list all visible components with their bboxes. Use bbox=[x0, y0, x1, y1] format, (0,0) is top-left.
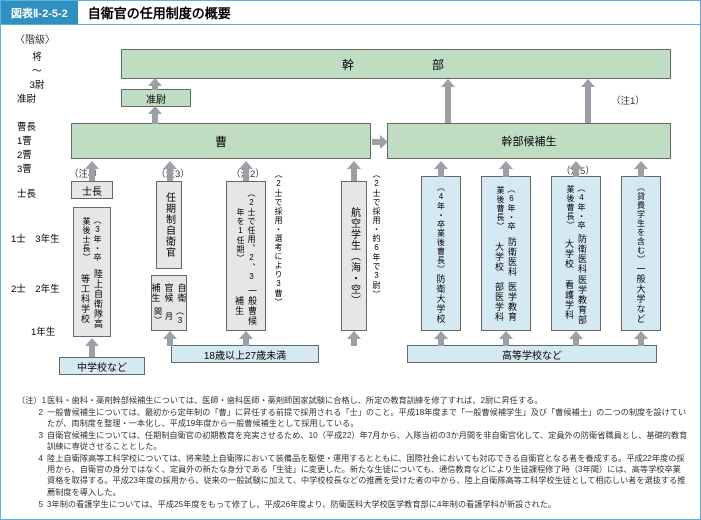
col6b: 医学教育部医学科 bbox=[493, 278, 519, 326]
footnote-row: （注）1医科・歯科・薬剤幹部候補生については、医師・歯科医師・薬剤師国家試験に合… bbox=[17, 395, 688, 406]
arrow-icon bbox=[434, 161, 448, 177]
col8-label: 一般大学など bbox=[635, 264, 648, 324]
band-kanbu: 幹 部 bbox=[121, 49, 671, 79]
col1-top: 士長 bbox=[71, 181, 113, 199]
arrow-icon bbox=[85, 161, 99, 181]
arrow-icon bbox=[239, 161, 253, 181]
col2b-label: 自衛官候補生 bbox=[150, 280, 189, 306]
arrow-icon bbox=[239, 331, 253, 346]
arrow-icon bbox=[347, 331, 361, 346]
title-bar: 図表Ⅱ-2-5-2 自衛官の任用制度の概要 bbox=[1, 1, 700, 25]
rank-heading: 〈階級〉 bbox=[11, 31, 59, 46]
footnote-row: 2一般曹候補生については、最初から定年制の「曹」に昇任する前提で採用される「士」… bbox=[17, 407, 688, 429]
col6-sub: （6年・卒業後曹長） bbox=[495, 181, 517, 236]
band-kanbu-kohosei: 幹部候補生 bbox=[387, 123, 671, 159]
diagram-area: 〈階級〉 将 〜 3尉 准尉 曹長 1曹 2曹 3曹 士長 1士 3年生 2士 … bbox=[11, 31, 690, 381]
connector bbox=[71, 123, 72, 124]
col6: （6年・卒業後曹長） 防衛医科大学校 医学教育部医学科 bbox=[481, 176, 531, 331]
col2a: 任期制自衛官 bbox=[156, 181, 182, 269]
arrow-icon bbox=[569, 161, 583, 177]
figure-frame: 図表Ⅱ-2-5-2 自衛官の任用制度の概要 〈階級〉 将 〜 3尉 准尉 曹長 … bbox=[0, 0, 701, 520]
arrow-icon bbox=[372, 135, 388, 149]
footnote-row: 53年制の看護学生については、平成25年度をもって修了し、平成26年度より、防衛… bbox=[17, 499, 688, 510]
rank-top: 将 〜 3尉 bbox=[17, 49, 57, 91]
col4: 航空学生（海・空） bbox=[341, 181, 367, 331]
col2b-sub: （3月間） bbox=[153, 306, 186, 326]
arrow-icon bbox=[499, 331, 513, 346]
col8-sub: （貸費学生を含む） bbox=[636, 183, 647, 264]
band-so: 曹 bbox=[71, 123, 371, 159]
src-chugaku: 中学校など bbox=[59, 357, 145, 375]
col3-note: （2士で採用・選考により3曹） bbox=[271, 166, 286, 311]
src-koko: 高等学校など bbox=[407, 345, 657, 363]
col3: （2士で任用、2、3年を1任期） 一般曹候補生 bbox=[226, 181, 266, 331]
col5: （4年・卒業後曹長） 防衛大学校 bbox=[421, 176, 461, 331]
col6a: 防衛医科大学校 bbox=[493, 236, 519, 278]
col4-note: （2士で採用・約6年で3尉） bbox=[369, 166, 384, 303]
arrow-icon bbox=[569, 331, 583, 346]
band-junni: 准尉 bbox=[121, 89, 191, 107]
col7: （4年・卒業後曹長） 防衛医科大学校 医学教育部看護学科 bbox=[551, 176, 601, 331]
col3-label: 一般曹候補生 bbox=[233, 286, 259, 326]
arrow-icon bbox=[163, 161, 177, 181]
arrow-icon bbox=[148, 106, 162, 124]
arrow-icon bbox=[441, 79, 455, 123]
footnotes: （注）1医科・歯科・薬剤幹部候補生については、医師・歯科医師・薬剤師国家試験に合… bbox=[17, 395, 688, 511]
figure-number: 図表Ⅱ-2-5-2 bbox=[1, 1, 78, 24]
arrow-icon bbox=[634, 161, 648, 177]
col7-sub: （4年・卒業後曹長） bbox=[565, 181, 587, 234]
footnote-row: 3自衛官候補生については、任期制自衛官の初期教育を充実させるため、10（平成22… bbox=[17, 430, 688, 452]
col7a: 防衛医科大学校 bbox=[563, 234, 589, 274]
col1-main: （3年・卒業後士長） 陸上自衛隊高等工科学校 bbox=[73, 207, 111, 337]
arrow-icon bbox=[499, 161, 513, 177]
arrow-icon bbox=[634, 331, 648, 346]
arrow-icon bbox=[347, 161, 361, 181]
col5-sub: （4年・卒業後曹長） bbox=[436, 183, 447, 274]
col7b: 医学教育部看護学科 bbox=[563, 274, 589, 326]
arrow-icon bbox=[163, 331, 177, 346]
col2b: 自衛官候補生 （3月間） bbox=[151, 275, 187, 331]
col8: （貸費学生を含む） 一般大学など bbox=[621, 176, 661, 331]
arrow-icon bbox=[434, 331, 448, 346]
col5-label: 防衛大学校 bbox=[435, 274, 448, 324]
col3-sub: （2士で任用、2、3年を1任期） bbox=[235, 186, 257, 286]
footnote-row: 4陸上自衛隊高等工科学校については、将来陸上自衛隊において装備品を駆使・運用する… bbox=[17, 453, 688, 497]
arrow-icon bbox=[148, 78, 162, 90]
col1-main-label: 陸上自衛隊高等工科学校 bbox=[79, 266, 105, 332]
src-age: 18歳以上27歳未満 bbox=[171, 345, 319, 363]
note1-label: （注1） bbox=[611, 93, 645, 107]
figure-title: 自衛官の任用制度の概要 bbox=[78, 1, 231, 24]
arrow-icon bbox=[85, 338, 99, 357]
arrow-icon bbox=[581, 79, 595, 123]
col1-sub: （3年・卒業後士長） bbox=[81, 212, 103, 266]
